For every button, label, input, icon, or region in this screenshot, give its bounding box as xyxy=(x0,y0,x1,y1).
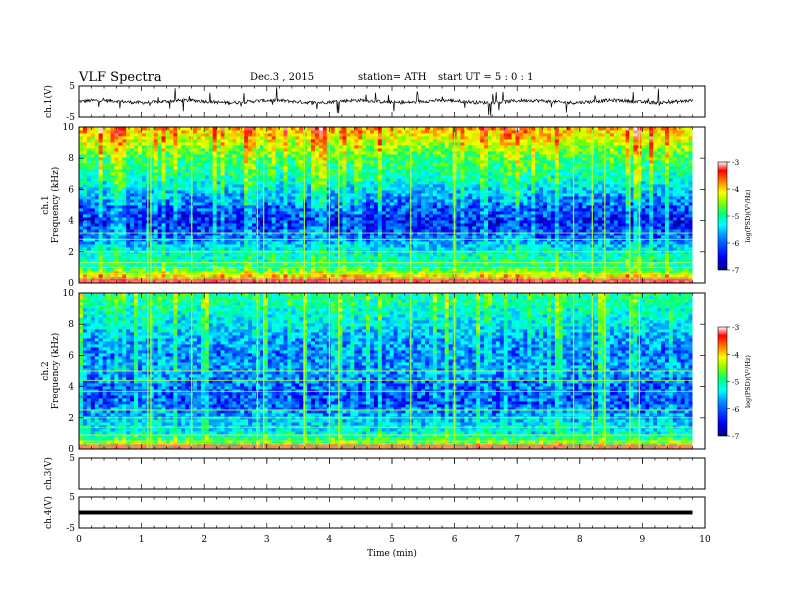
ylabel-ch4-waveform-line: ch.4(V) xyxy=(43,496,54,529)
colorbar-tick-label: -4 xyxy=(732,185,740,194)
x-axis-label: Time (min) xyxy=(367,548,417,559)
trace-ch4-waveform xyxy=(79,510,693,515)
ylabel-ch1-spectrogram-line: Frequency (kHz) xyxy=(50,167,61,244)
start-ut-label: start UT = 5 : 0 : 1 xyxy=(438,72,534,83)
ylabel-ch2-spectrogram-line: ch.2 xyxy=(41,361,51,380)
ylabel-ch2-spectrogram: ch.2 Frequency (kHz) xyxy=(41,333,61,410)
colorbar-tick-label: -6 xyxy=(732,405,740,414)
ylabel-ch4-waveform: ch.4(V) xyxy=(43,496,54,529)
colorbar-tick-label: -7 xyxy=(732,266,740,275)
x-tick-label: 8 xyxy=(577,535,583,545)
ylabel-ch3-waveform-line: ch.3(V) xyxy=(43,457,54,490)
colorbar-label-text: log(PSD)(V²/Hz) xyxy=(744,189,752,242)
colorbar-tick-label: -6 xyxy=(732,239,740,248)
y-tick-label: 0 xyxy=(68,445,74,455)
colorbar-tick-label: -5 xyxy=(732,378,740,387)
y-tick-label: 6 xyxy=(68,351,74,361)
ylabel-ch2-spectrogram-line: Frequency (kHz) xyxy=(50,333,61,410)
y-tick-label: 10 xyxy=(63,289,75,299)
y-tick-label: 6 xyxy=(68,185,74,195)
x-tick-label: 3 xyxy=(264,535,270,545)
y-tick-label: 8 xyxy=(68,320,74,330)
x-tick-label: 1 xyxy=(139,535,145,545)
y-tick-label: 2 xyxy=(68,248,74,258)
colorbar-ch2-spectrogram xyxy=(717,326,728,437)
colorbar-tick-label: -3 xyxy=(732,323,740,332)
y-tick-label: 5 xyxy=(69,82,75,92)
colorbar-tick-label: -7 xyxy=(732,432,740,441)
x-tick-label: 6 xyxy=(452,535,458,545)
date-label: Dec.3 , 2015 xyxy=(250,72,315,83)
x-tick-label: 9 xyxy=(640,535,646,545)
colorbar-tick-label: -5 xyxy=(732,212,740,221)
colorbar-tick-label: -3 xyxy=(732,158,740,167)
y-tick-label: -5 xyxy=(66,524,75,534)
no-data-gap xyxy=(692,127,705,283)
ylabel-ch1-spectrogram-line: ch.1 xyxy=(41,195,51,214)
spectrogram-ch1-spectrogram xyxy=(79,127,705,284)
station-label: station= ATH xyxy=(358,72,427,83)
x-tick-label: 5 xyxy=(389,535,395,545)
colorbar-label: log(PSD)(V²/Hz) xyxy=(744,355,752,408)
y-tick-label: 10 xyxy=(63,123,75,133)
y-tick-label: 5 xyxy=(69,454,75,464)
figure-title: VLF Spectra xyxy=(79,70,162,85)
y-tick-label: 2 xyxy=(68,414,74,424)
y-tick-label: 4 xyxy=(68,383,74,393)
y-tick-label: 5 xyxy=(69,493,75,503)
x-tick-label: 0 xyxy=(76,535,82,545)
no-data-gap xyxy=(692,293,705,449)
colorbar-label: log(PSD)(V²/Hz) xyxy=(744,189,752,242)
ylabel-ch1-waveform-line: ch.1(V) xyxy=(43,85,54,118)
x-tick-label: 7 xyxy=(514,535,520,545)
ylabel-ch3-waveform: ch.3(V) xyxy=(43,457,54,490)
colorbar-ch1-spectrogram xyxy=(717,161,728,271)
y-tick-label: 4 xyxy=(68,217,74,227)
x-tick-label: 4 xyxy=(327,535,333,545)
x-tick-label: 10 xyxy=(699,535,711,545)
colorbar-label-text: log(PSD)(V²/Hz) xyxy=(744,355,752,408)
trace-ch1-waveform xyxy=(79,87,693,116)
y-tick-label: 0 xyxy=(68,279,74,289)
y-tick-label: -5 xyxy=(66,113,75,123)
low-frequency-band xyxy=(79,444,693,449)
spectrogram-ch2-spectrogram xyxy=(79,293,705,450)
y-tick-label: 8 xyxy=(68,154,74,164)
low-frequency-band xyxy=(79,278,693,283)
ylabel-ch1-waveform: ch.1(V) xyxy=(43,85,54,118)
colorbar-tick-label: -4 xyxy=(732,350,740,359)
x-tick-label: 2 xyxy=(201,535,207,545)
ylabel-ch1-spectrogram: ch.1 Frequency (kHz) xyxy=(41,167,61,244)
